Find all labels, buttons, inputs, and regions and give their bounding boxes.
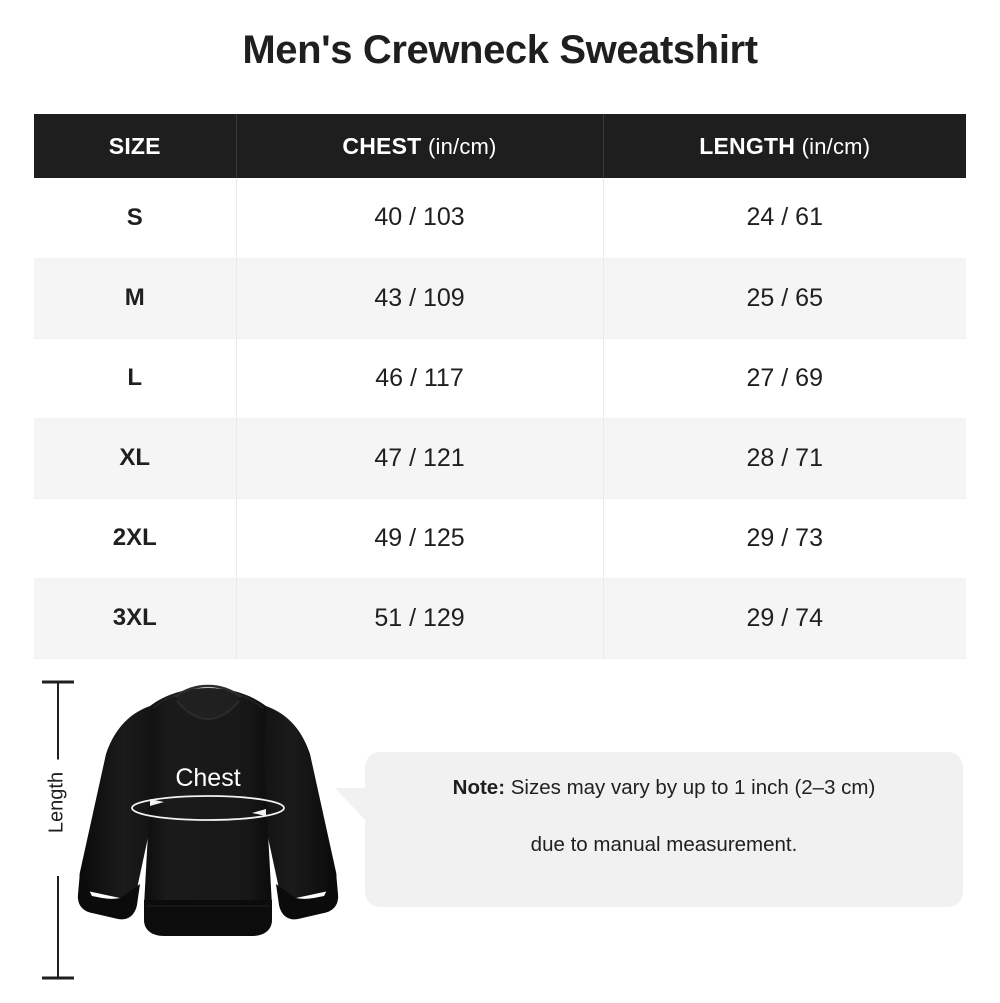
table-row: XL 47 / 121 28 / 71 [34, 418, 966, 499]
cell-length: 24 / 61 [603, 178, 966, 259]
table-header-row: SIZE CHEST (in/cm) LENGTH (in/cm) [34, 114, 966, 178]
column-header-size: SIZE [34, 114, 237, 178]
cell-length: 28 / 71 [603, 418, 966, 499]
cell-size: 2XL [34, 498, 237, 579]
length-measure-bracket: Length [36, 680, 78, 980]
cell-chest: 40 / 103 [236, 178, 604, 259]
note-callout: Note: Sizes may vary by up to 1 inch (2–… [335, 752, 963, 907]
cell-chest: 49 / 125 [236, 498, 604, 579]
column-header-length-unit: (in/cm) [801, 133, 871, 159]
cell-chest: 46 / 117 [236, 338, 604, 419]
measurement-diagram: Length [0, 660, 1000, 1000]
cell-length: 29 / 74 [603, 578, 966, 659]
size-chart-table: SIZE CHEST (in/cm) LENGTH (in/cm) S 40 /… [34, 114, 966, 659]
table-body: S 40 / 103 24 / 61 M 43 / 109 25 / 65 L … [34, 178, 966, 659]
cell-size: M [34, 258, 237, 339]
chest-arrow-bottom [252, 809, 266, 816]
chest-arrow-top [150, 799, 164, 806]
column-header-chest-unit: (in/cm) [427, 133, 497, 159]
chest-label-text: Chest [175, 764, 240, 792]
column-header-chest: CHEST (in/cm) [236, 114, 604, 178]
table-row: 2XL 49 / 125 29 / 73 [34, 498, 966, 579]
cell-chest: 51 / 129 [236, 578, 604, 659]
cell-size: XL [34, 418, 237, 499]
column-header-length-label: LENGTH [699, 132, 796, 159]
column-header-size-label: SIZE [108, 132, 161, 159]
cell-length: 29 / 73 [603, 498, 966, 579]
cell-size: 3XL [34, 578, 237, 659]
cell-size: S [34, 178, 237, 259]
cell-chest: 47 / 121 [236, 418, 604, 499]
cell-chest: 43 / 109 [236, 258, 604, 339]
note-prefix: Note: [452, 776, 506, 799]
table-header: SIZE CHEST (in/cm) LENGTH (in/cm) [34, 114, 966, 178]
note-line-2: due to manual measurement. [530, 832, 798, 856]
note-line-1: Note: Sizes may vary by up to 1 inch (2–… [395, 776, 933, 799]
table-row: S 40 / 103 24 / 61 [34, 178, 966, 259]
chest-measure-ellipse [131, 795, 285, 821]
column-header-length: LENGTH (in/cm) [603, 114, 966, 178]
table-row: 3XL 51 / 129 29 / 74 [34, 578, 966, 659]
page-title: Men's Crewneck Sweatshirt [242, 28, 758, 72]
sweatshirt-illustration: Chest [58, 668, 358, 998]
note-text-1: Sizes may vary by up to 1 inch (2–3 cm) [505, 776, 876, 799]
cell-length: 27 / 69 [603, 338, 966, 419]
table-row: M 43 / 109 25 / 65 [34, 258, 966, 339]
column-header-chest-label: CHEST [342, 132, 422, 159]
cell-size: L [34, 338, 237, 419]
cell-length: 25 / 65 [603, 258, 966, 339]
note-callout-tail [335, 788, 367, 822]
sweatshirt-icon: Chest [77, 684, 339, 936]
table-row: L 46 / 117 27 / 69 [34, 338, 966, 419]
